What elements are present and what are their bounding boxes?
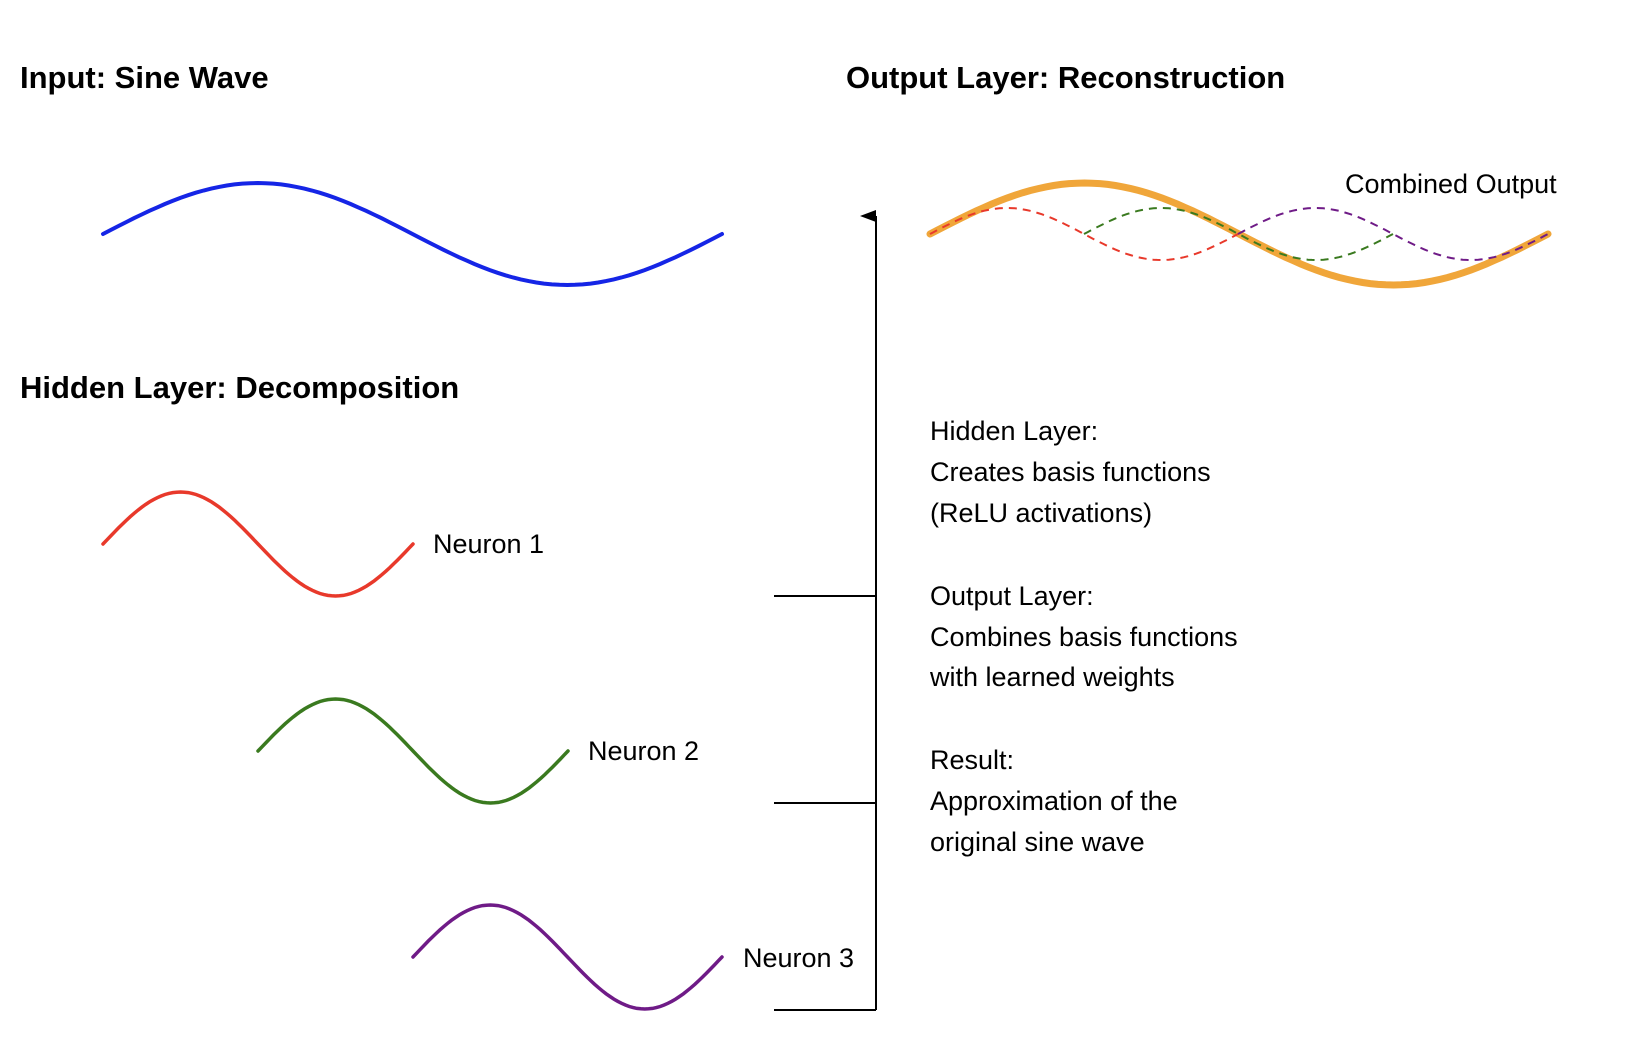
explanation-output: Output Layer: Combines basis functions w… xyxy=(929,581,1238,692)
neuron-2-wave xyxy=(256,697,570,805)
neuron-1-wave xyxy=(101,490,415,598)
neuron-1: Neuron 1 xyxy=(101,490,544,598)
neuron-3-wave xyxy=(411,903,724,1011)
explanation-hidden-title: Hidden Layer: xyxy=(930,416,1098,446)
input-heading: Input: Sine Wave xyxy=(20,60,269,95)
explanation-output-line: with learned weights xyxy=(929,662,1175,692)
explanation-hidden-line: Creates basis functions xyxy=(930,457,1211,487)
explanation-result: Result: Approximation of the original si… xyxy=(930,745,1178,857)
output-component-neuron-1 xyxy=(929,206,1239,262)
neuron-3: Neuron 3 xyxy=(411,903,854,1011)
output-component-neuron-3 xyxy=(1237,206,1549,262)
combined-output-label: Combined Output xyxy=(1345,169,1557,199)
connector-lines xyxy=(774,210,877,1011)
explanation-result-title: Result: xyxy=(930,745,1014,775)
neuron-3-label: Neuron 3 xyxy=(743,943,854,973)
input-sine-wave xyxy=(101,180,724,288)
explanation-output-title: Output Layer: xyxy=(930,581,1094,611)
neuron-2-label: Neuron 2 xyxy=(588,736,699,766)
neuron-2: Neuron 2 xyxy=(256,697,699,805)
neuron-1-label: Neuron 1 xyxy=(433,529,544,559)
explanation-output-line: Combines basis functions xyxy=(930,622,1238,652)
explanation-result-line: original sine wave xyxy=(930,827,1145,857)
explanation-hidden-line: (ReLU activations) xyxy=(930,498,1152,528)
explanation-hidden: Hidden Layer: Creates basis functions (R… xyxy=(930,416,1211,528)
output-component-neuron-2 xyxy=(1083,206,1394,262)
hidden-layer-heading: Hidden Layer: Decomposition xyxy=(20,370,459,405)
explanation-result-line: Approximation of the xyxy=(930,786,1178,816)
output-layer-heading: Output Layer: Reconstruction xyxy=(846,60,1285,95)
